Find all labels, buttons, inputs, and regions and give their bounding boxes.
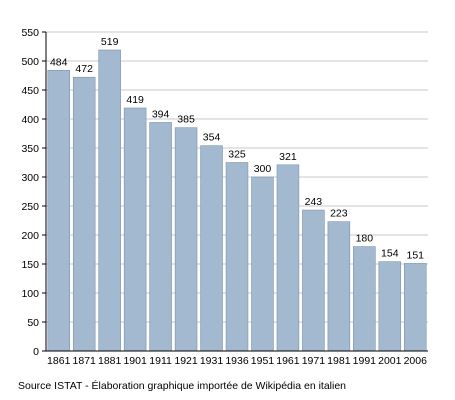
bar-1901 <box>123 107 147 352</box>
data-label-1931: 354 <box>203 132 221 144</box>
y-tick-label: 200 <box>21 230 39 242</box>
axes <box>42 31 428 352</box>
y-tick-label: 50 <box>27 317 39 329</box>
data-label-1911: 394 <box>152 108 170 120</box>
bar-2006 <box>404 263 427 352</box>
x-tick-label: 1861 <box>47 355 71 367</box>
x-tick-labels: 1861 1871 1881 1901 1911 1921 1931 1936 1951 1961… <box>47 355 427 367</box>
y-tick-label: 300 <box>21 172 39 184</box>
x-tick-label: 1961 <box>276 355 300 367</box>
y-tick-label: 350 <box>21 143 39 155</box>
bar-1911 <box>149 122 172 352</box>
data-label-1921: 385 <box>177 114 195 126</box>
x-tick-label: 1871 <box>73 355 97 367</box>
y-tick-labels: 0 50 100 150 200 250 300 350 400 450 500 550 <box>21 27 39 358</box>
data-label-1881: 519 <box>101 36 119 48</box>
data-label-1871: 472 <box>75 63 93 75</box>
data-label-2006: 151 <box>407 249 425 261</box>
data-label-1936: 325 <box>228 149 246 161</box>
data-label-1861: 484 <box>50 56 68 68</box>
x-tick-label: 1971 <box>302 355 326 367</box>
x-tick-label: 1981 <box>327 355 351 367</box>
data-label-1901: 419 <box>126 94 144 106</box>
x-tick-label: 1901 <box>123 355 147 367</box>
bar-1921 <box>174 127 198 352</box>
x-tick-label: 2001 <box>378 355 402 367</box>
data-label-1981: 223 <box>330 208 348 220</box>
bar-1881 <box>98 49 121 352</box>
y-tick-label: 0 <box>33 346 39 358</box>
bar-1961 <box>276 164 300 352</box>
x-tick-label: 1951 <box>251 355 275 367</box>
y-tick-label: 150 <box>21 259 39 271</box>
bar-1861 <box>47 69 70 352</box>
y-tick-label: 500 <box>21 56 39 68</box>
x-tick-label: 1936 <box>225 355 249 367</box>
data-label-2001: 154 <box>381 248 399 260</box>
data-label-1951: 300 <box>254 163 272 175</box>
y-tick-label: 400 <box>21 114 39 126</box>
x-tick-label: 2006 <box>404 355 428 367</box>
x-tick-label: 1881 <box>98 355 122 367</box>
y-tick-label: 250 <box>21 201 39 213</box>
x-tick-label: 1931 <box>200 355 224 367</box>
data-label-1971: 243 <box>305 196 323 208</box>
data-labels: 484 472 519 419 394 385 354 325 300 321 243 223 180 1… <box>50 36 424 261</box>
y-tick-label: 450 <box>21 85 39 97</box>
bar-1936 <box>225 162 249 352</box>
source-note: Source ISTAT - Élaboration graphique imp… <box>18 380 347 392</box>
x-tick-label: 1991 <box>353 355 377 367</box>
x-tick-label: 1911 <box>149 355 172 367</box>
bar-1931 <box>200 145 223 352</box>
bar-1971 <box>302 209 325 352</box>
bar-1991 <box>353 246 376 352</box>
bar-1981 <box>327 221 351 352</box>
data-label-1991: 180 <box>356 233 374 245</box>
data-label-1961: 321 <box>279 151 297 163</box>
y-tick-label: 550 <box>21 27 39 39</box>
x-tick-label: 1921 <box>174 355 198 367</box>
bar-1871 <box>72 76 96 352</box>
y-tick-label: 100 <box>21 288 39 300</box>
bar-1951 <box>251 176 274 352</box>
bar-2001 <box>378 261 402 352</box>
bars <box>47 49 427 352</box>
